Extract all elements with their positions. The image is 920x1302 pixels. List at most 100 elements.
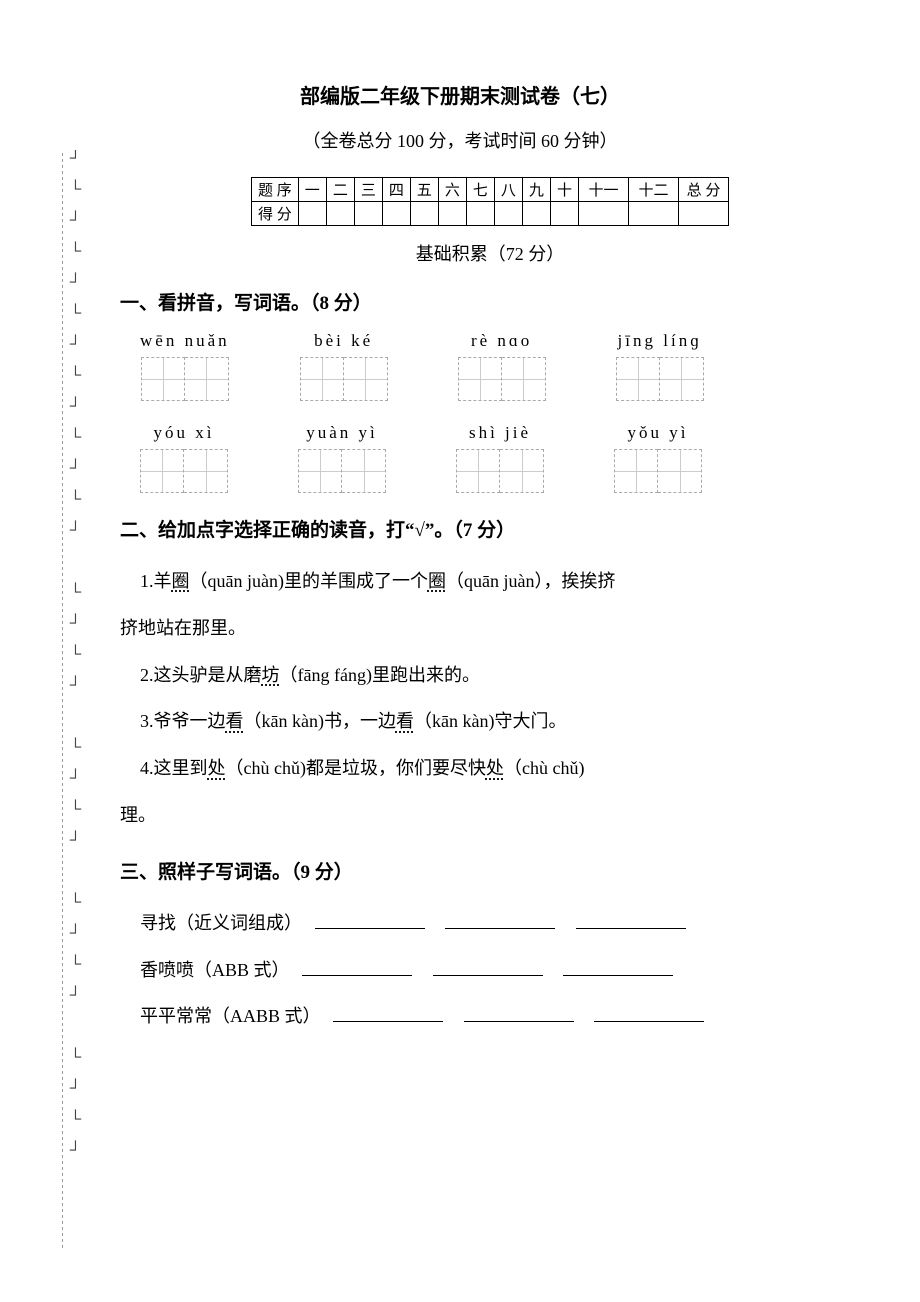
pinyin-item: rè nɑo bbox=[458, 331, 546, 401]
text: 3.爷爷一边 bbox=[140, 711, 226, 731]
text: 平平常常（AABB 式） bbox=[140, 1006, 321, 1026]
text: 寻找（近义词组成） bbox=[140, 913, 302, 933]
fill-blank bbox=[302, 958, 412, 976]
col-cell: 八 bbox=[494, 178, 522, 202]
pinyin-item: shì jiè bbox=[456, 423, 544, 493]
col-cell: 二 bbox=[326, 178, 354, 202]
pinyin-row: wēn nuǎn bèi ké rè nɑo jīng línɡ bbox=[140, 331, 860, 401]
document-title: 部编版二年级下册期末测试卷（七） bbox=[60, 80, 860, 109]
q2-line2: 2.这头驴是从磨坊（fāng fáng)里跑出来的。 bbox=[140, 652, 860, 699]
text: 2.这头驴是从磨 bbox=[140, 665, 262, 685]
document-subtitle: （全卷总分 100 分，考试时间 60 分钟） bbox=[60, 127, 860, 153]
dotted-char: 圈 bbox=[172, 571, 190, 591]
fill-blank bbox=[563, 958, 673, 976]
content-area: 题 序 一 二 三 四 五 六 七 八 九 十 十一 十二 总 分 得 分 bbox=[120, 177, 860, 1040]
col-cell: 三 bbox=[354, 178, 382, 202]
tianzi-grid bbox=[456, 449, 544, 493]
pinyin-label: yǒu yì bbox=[628, 423, 689, 443]
fill-blank bbox=[315, 911, 425, 929]
col-cell: 十二 bbox=[628, 178, 678, 202]
pinyin-item: wēn nuǎn bbox=[140, 331, 230, 401]
col-cell: 一 bbox=[298, 178, 326, 202]
q2-line4-cont: 理。 bbox=[120, 792, 860, 839]
text: （chù chǔ) bbox=[504, 758, 584, 778]
row-label: 题 序 bbox=[252, 178, 299, 202]
table-row: 题 序 一 二 三 四 五 六 七 八 九 十 十一 十二 总 分 bbox=[252, 178, 729, 202]
score-cell bbox=[438, 202, 466, 226]
score-cell bbox=[298, 202, 326, 226]
pinyin-item: bèi ké bbox=[300, 331, 388, 401]
tianzi-grid bbox=[141, 357, 229, 401]
section-banner: 基础积累（72 分） bbox=[120, 240, 860, 266]
pinyin-item: jīng línɡ bbox=[616, 331, 704, 401]
q2-line3: 3.爷爷一边看（kān kàn)书，一边看（kān kàn)守大门。 bbox=[140, 698, 860, 745]
pinyin-label: yóu xì bbox=[154, 423, 215, 443]
col-cell: 五 bbox=[410, 178, 438, 202]
col-cell: 六 bbox=[438, 178, 466, 202]
dotted-char: 看 bbox=[226, 711, 244, 731]
text: （quān juàn)里的羊围成了一个 bbox=[190, 571, 428, 591]
q2-line4: 4.这里到处（chù chǔ)都是垃圾，你们要尽快处（chù chǔ) bbox=[140, 745, 860, 792]
text: （kān kàn)守大门。 bbox=[414, 711, 566, 731]
pinyin-item: yuàn yì bbox=[298, 423, 386, 493]
text: （kān kàn)书，一边 bbox=[244, 711, 396, 731]
q3-line3: 平平常常（AABB 式） bbox=[140, 993, 860, 1040]
pinyin-label: jīng línɡ bbox=[618, 331, 702, 351]
score-cell bbox=[678, 202, 728, 226]
text: 1.羊 bbox=[140, 571, 172, 591]
tianzi-grid bbox=[140, 449, 228, 493]
col-cell: 七 bbox=[466, 178, 494, 202]
fill-blank bbox=[464, 1004, 574, 1022]
text: （chù chǔ)都是垃圾，你们要尽快 bbox=[226, 758, 486, 778]
total-label: 总 分 bbox=[678, 178, 728, 202]
q2-line1-cont: 挤地站在那里。 bbox=[120, 605, 860, 652]
tianzi-grid bbox=[614, 449, 702, 493]
score-cell bbox=[354, 202, 382, 226]
text: 香喷喷（ABB 式） bbox=[140, 960, 290, 980]
binding-line bbox=[62, 150, 63, 1250]
pinyin-label: bèi ké bbox=[314, 331, 373, 351]
dotted-char: 处 bbox=[208, 758, 226, 778]
pinyin-item: yǒu yì bbox=[614, 423, 702, 493]
dotted-char: 看 bbox=[396, 711, 414, 731]
q3-line2: 香喷喷（ABB 式） bbox=[140, 947, 860, 994]
q1-heading: 一、看拼音，写词语。（8 分） bbox=[120, 288, 860, 315]
pinyin-item: yóu xì bbox=[140, 423, 228, 493]
pinyin-label: shì jiè bbox=[469, 423, 531, 443]
tianzi-grid bbox=[300, 357, 388, 401]
fill-blank bbox=[576, 911, 686, 929]
score-cell bbox=[578, 202, 628, 226]
text: （quān juàn），挨挨挤 bbox=[446, 571, 615, 591]
fill-blank bbox=[594, 1004, 704, 1022]
col-cell: 四 bbox=[382, 178, 410, 202]
score-cell bbox=[466, 202, 494, 226]
q2-heading: 二、给加点字选择正确的读音，打“√”。（7 分） bbox=[120, 515, 860, 542]
col-cell: 九 bbox=[522, 178, 550, 202]
q3-heading: 三、照样子写词语。（9 分） bbox=[120, 857, 860, 884]
pinyin-label: wēn nuǎn bbox=[140, 331, 230, 351]
col-cell: 十一 bbox=[578, 178, 628, 202]
pinyin-label: yuàn yì bbox=[306, 423, 378, 443]
tianzi-grid bbox=[298, 449, 386, 493]
pinyin-label: rè nɑo bbox=[471, 331, 532, 351]
pinyin-row: yóu xì yuàn yì shì jiè yǒu yì bbox=[140, 423, 860, 493]
score-cell bbox=[494, 202, 522, 226]
score-cell bbox=[522, 202, 550, 226]
score-table: 题 序 一 二 三 四 五 六 七 八 九 十 十一 十二 总 分 得 分 bbox=[251, 177, 729, 226]
dotted-char: 坊 bbox=[262, 665, 280, 685]
q3-line1: 寻找（近义词组成） bbox=[140, 900, 860, 947]
table-row: 得 分 bbox=[252, 202, 729, 226]
col-cell: 十 bbox=[550, 178, 578, 202]
score-cell bbox=[382, 202, 410, 226]
q2-line1: 1.羊圈（quān juàn)里的羊围成了一个圈（quān juàn），挨挨挤 bbox=[140, 558, 860, 605]
score-cell bbox=[326, 202, 354, 226]
fill-blank bbox=[433, 958, 543, 976]
fill-blank bbox=[445, 911, 555, 929]
row-label: 得 分 bbox=[252, 202, 299, 226]
fill-blank bbox=[333, 1004, 443, 1022]
text: 4.这里到 bbox=[140, 758, 208, 778]
score-cell bbox=[628, 202, 678, 226]
dotted-char: 处 bbox=[486, 758, 504, 778]
tianzi-grid bbox=[458, 357, 546, 401]
text: （fāng fáng)里跑出来的。 bbox=[280, 665, 480, 685]
